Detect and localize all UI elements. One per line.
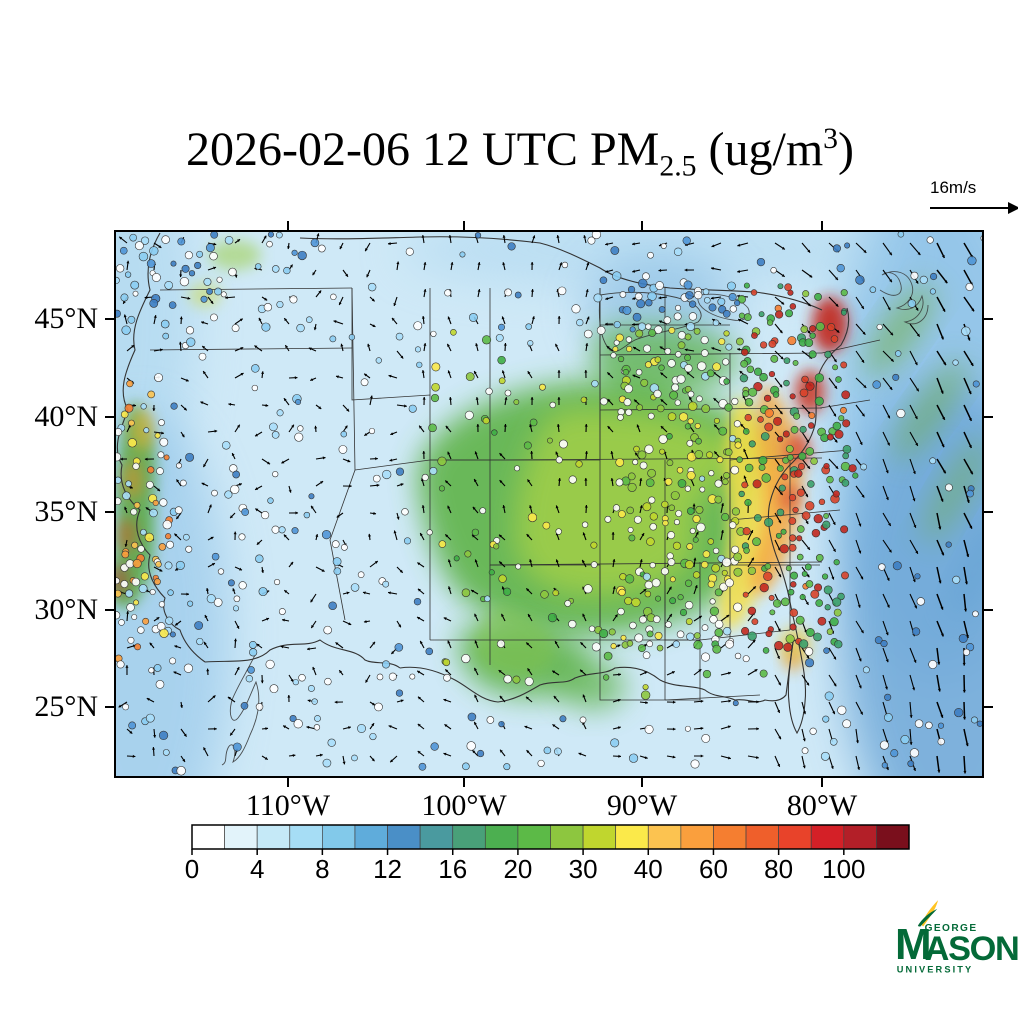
svg-text:60: 60 (699, 854, 728, 884)
svg-text:12: 12 (373, 854, 402, 884)
svg-text:30: 30 (569, 854, 598, 884)
svg-text:45°N: 45°N (34, 302, 98, 335)
svg-text:20: 20 (503, 854, 532, 884)
svg-text:80: 80 (764, 854, 793, 884)
svg-text:40°N: 40°N (34, 400, 98, 433)
svg-text:30°N: 30°N (34, 593, 98, 626)
svg-text:35°N: 35°N (34, 495, 98, 528)
svg-text:40: 40 (634, 854, 663, 884)
svg-text:80°W: 80°W (787, 789, 858, 822)
svg-text:8: 8 (315, 854, 329, 884)
svg-text:25°N: 25°N (34, 690, 98, 723)
svg-text:110°W: 110°W (246, 789, 331, 822)
svg-text:0: 0 (185, 854, 199, 884)
svg-text:16: 16 (438, 854, 467, 884)
svg-text:100°W: 100°W (421, 789, 507, 822)
svg-text:100: 100 (822, 854, 865, 884)
svg-text:4: 4 (250, 854, 264, 884)
svg-text:90°W: 90°W (607, 789, 678, 822)
